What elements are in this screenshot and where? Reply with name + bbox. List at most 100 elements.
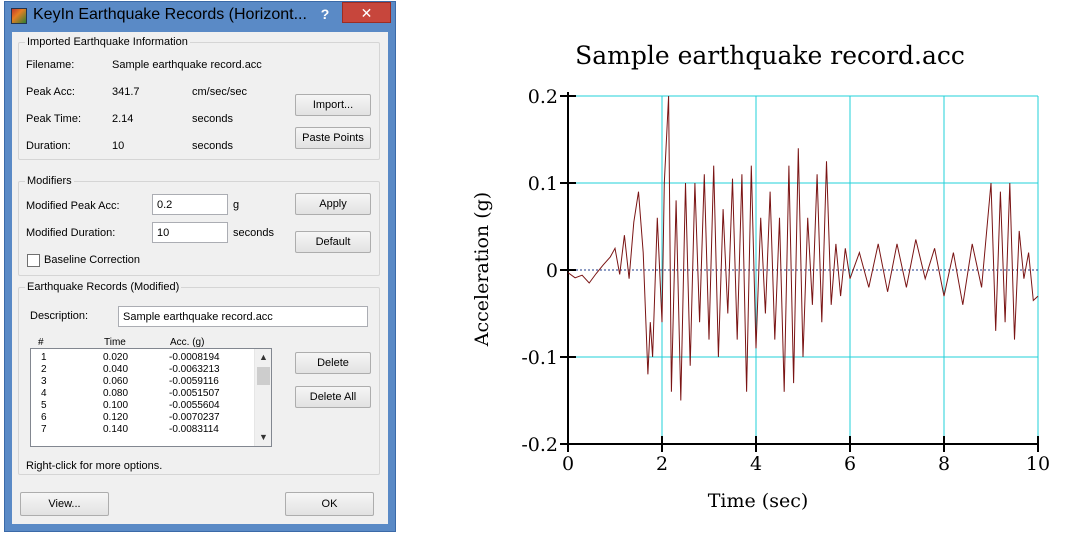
- baseline-correction-checkbox[interactable]: [27, 254, 40, 267]
- modified-duration-unit: seconds: [233, 227, 274, 239]
- right-click-hint: Right-click for more options.: [26, 460, 163, 472]
- row-number: 3: [41, 376, 47, 387]
- table-row[interactable]: 4 0.080 -0.0051507: [31, 388, 253, 400]
- column-header-acc: Acc. (g): [170, 337, 205, 348]
- row-time: 0.120: [103, 412, 129, 423]
- default-button[interactable]: Default: [295, 231, 371, 253]
- column-header-number: #: [38, 337, 44, 348]
- row-number: 5: [41, 400, 47, 411]
- peak-acc-value: 341.7: [112, 86, 140, 98]
- chart-grid: [568, 95, 1039, 444]
- scroll-down-icon[interactable]: ▼: [259, 432, 268, 442]
- x-tick-label: 10: [1026, 453, 1050, 475]
- row-acc: -0.0059116: [169, 376, 219, 387]
- x-tick-label: 4: [750, 453, 762, 475]
- imported-info-legend: Imported Earthquake Information: [27, 36, 188, 48]
- peak-time-unit: seconds: [192, 113, 233, 125]
- table-row[interactable]: 5 0.100 -0.0055604: [31, 400, 253, 412]
- peak-acc-label: Peak Acc:: [26, 86, 75, 98]
- delete-button[interactable]: Delete: [295, 352, 371, 374]
- row-number: 2: [41, 364, 47, 375]
- filename-label: Filename:: [26, 59, 75, 71]
- row-number: 1: [41, 352, 47, 363]
- help-button[interactable]: ?: [320, 6, 330, 22]
- chart-title: Sample earthquake record.acc: [575, 41, 965, 70]
- y-tick-label: 0.1: [528, 173, 558, 195]
- apply-button[interactable]: Apply: [295, 193, 371, 215]
- row-time: 0.080: [103, 388, 129, 399]
- y-axis-label: Acceleration (g): [471, 192, 493, 347]
- row-time: 0.140: [103, 424, 129, 435]
- delete-all-button[interactable]: Delete All: [295, 386, 371, 408]
- row-number: 4: [41, 388, 47, 399]
- modified-peak-acc-label: Modified Peak Acc:: [26, 200, 120, 212]
- x-tick-label: 8: [938, 453, 950, 475]
- imported-info-group: Imported Earthquake Information: [18, 36, 380, 160]
- table-row[interactable]: 3 0.060 -0.0059116: [31, 376, 253, 388]
- x-axis-label: Time (sec): [708, 490, 809, 512]
- close-button[interactable]: ✕: [342, 2, 391, 23]
- row-time: 0.100: [103, 400, 129, 411]
- table-row[interactable]: 6 0.120 -0.0070237: [31, 412, 253, 424]
- row-time: 0.040: [103, 364, 129, 375]
- table-row[interactable]: 2 0.040 -0.0063213: [31, 364, 253, 376]
- row-acc: -0.0008194: [169, 352, 220, 363]
- y-tick-label: 0: [546, 260, 558, 282]
- records-group: Earthquake Records (Modified): [18, 281, 380, 475]
- table-row[interactable]: 7 0.140 -0.0083114: [31, 424, 253, 436]
- import-button[interactable]: Import...: [295, 94, 371, 116]
- y-tick-label: 0.2: [528, 86, 558, 108]
- scroll-up-icon[interactable]: ▲: [259, 352, 268, 362]
- description-input[interactable]: [118, 306, 368, 327]
- column-header-time: Time: [104, 337, 126, 348]
- x-tick-label: 6: [844, 453, 856, 475]
- row-time: 0.060: [103, 376, 129, 387]
- row-acc: -0.0070237: [169, 412, 220, 423]
- chart-series: [567, 95, 1039, 401]
- modified-duration-input[interactable]: [152, 222, 228, 243]
- chart-axes: 0 2 4 6 8 10 0.2 0.1 0 -0.1 -0.2: [521, 86, 1050, 475]
- app-icon: [11, 8, 27, 24]
- title-bar[interactable]: KeyIn Earthquake Records (Horizont... ? …: [5, 2, 395, 30]
- records-legend: Earthquake Records (Modified): [27, 281, 180, 293]
- baseline-correction-label[interactable]: Baseline Correction: [44, 254, 140, 266]
- modified-duration-label: Modified Duration:: [26, 227, 116, 239]
- x-tick-label: 0: [562, 453, 574, 475]
- window-title: KeyIn Earthquake Records (Horizont...: [33, 6, 307, 23]
- keyin-dialog-window: KeyIn Earthquake Records (Horizont... ? …: [4, 1, 396, 532]
- modifiers-legend: Modifiers: [27, 175, 72, 187]
- y-tick-label: -0.2: [521, 434, 558, 456]
- dialog-client-area: Imported Earthquake Information Filename…: [12, 32, 388, 524]
- chart-panel: 0 2 4 6 8 10 0.2 0.1 0 -0.1 -0.2 Sample earthquake…: [440, 0, 1065, 537]
- modifiers-group: Modifiers: [18, 175, 380, 276]
- modified-peak-acc-unit: g: [233, 199, 240, 211]
- peak-acc-unit: cm/sec/sec: [192, 86, 248, 98]
- close-icon: ✕: [360, 5, 373, 21]
- peak-time-value: 2.14: [112, 113, 134, 125]
- duration-unit: seconds: [192, 140, 233, 152]
- row-time: 0.020: [103, 352, 129, 363]
- row-acc: -0.0083114: [169, 424, 219, 435]
- row-number: 6: [41, 412, 47, 423]
- modified-peak-acc-input[interactable]: [152, 194, 228, 215]
- duration-label: Duration:: [26, 140, 71, 152]
- peak-time-label: Peak Time:: [26, 113, 82, 125]
- row-number: 7: [41, 424, 47, 435]
- row-acc: -0.0055604: [169, 400, 220, 411]
- y-tick-label: -0.1: [521, 347, 558, 369]
- records-listbox[interactable]: 1 0.020 -0.0008194 2 0.040 -0.0063213 3 0.060 -0…: [30, 348, 272, 447]
- x-tick-label: 2: [656, 453, 668, 475]
- acceleration-chart: 0 2 4 6 8 10 0.2 0.1 0 -0.1 -0.2 Sample earthquake…: [471, 41, 1050, 512]
- description-label: Description:: [30, 310, 89, 322]
- row-acc: -0.0063213: [169, 364, 220, 375]
- acceleration-series-line: [567, 95, 1039, 401]
- table-row[interactable]: 1 0.020 -0.0008194: [31, 352, 253, 364]
- ok-button[interactable]: OK: [285, 492, 374, 516]
- view-button[interactable]: View...: [20, 492, 109, 516]
- duration-value: 10: [112, 140, 125, 152]
- paste-points-button[interactable]: Paste Points: [295, 127, 371, 149]
- row-acc: -0.0051507: [169, 388, 220, 399]
- filename-value: Sample earthquake record.acc: [112, 59, 262, 71]
- scroll-thumb[interactable]: [257, 367, 270, 385]
- records-scrollbar[interactable]: ▲ ▼: [254, 349, 271, 446]
